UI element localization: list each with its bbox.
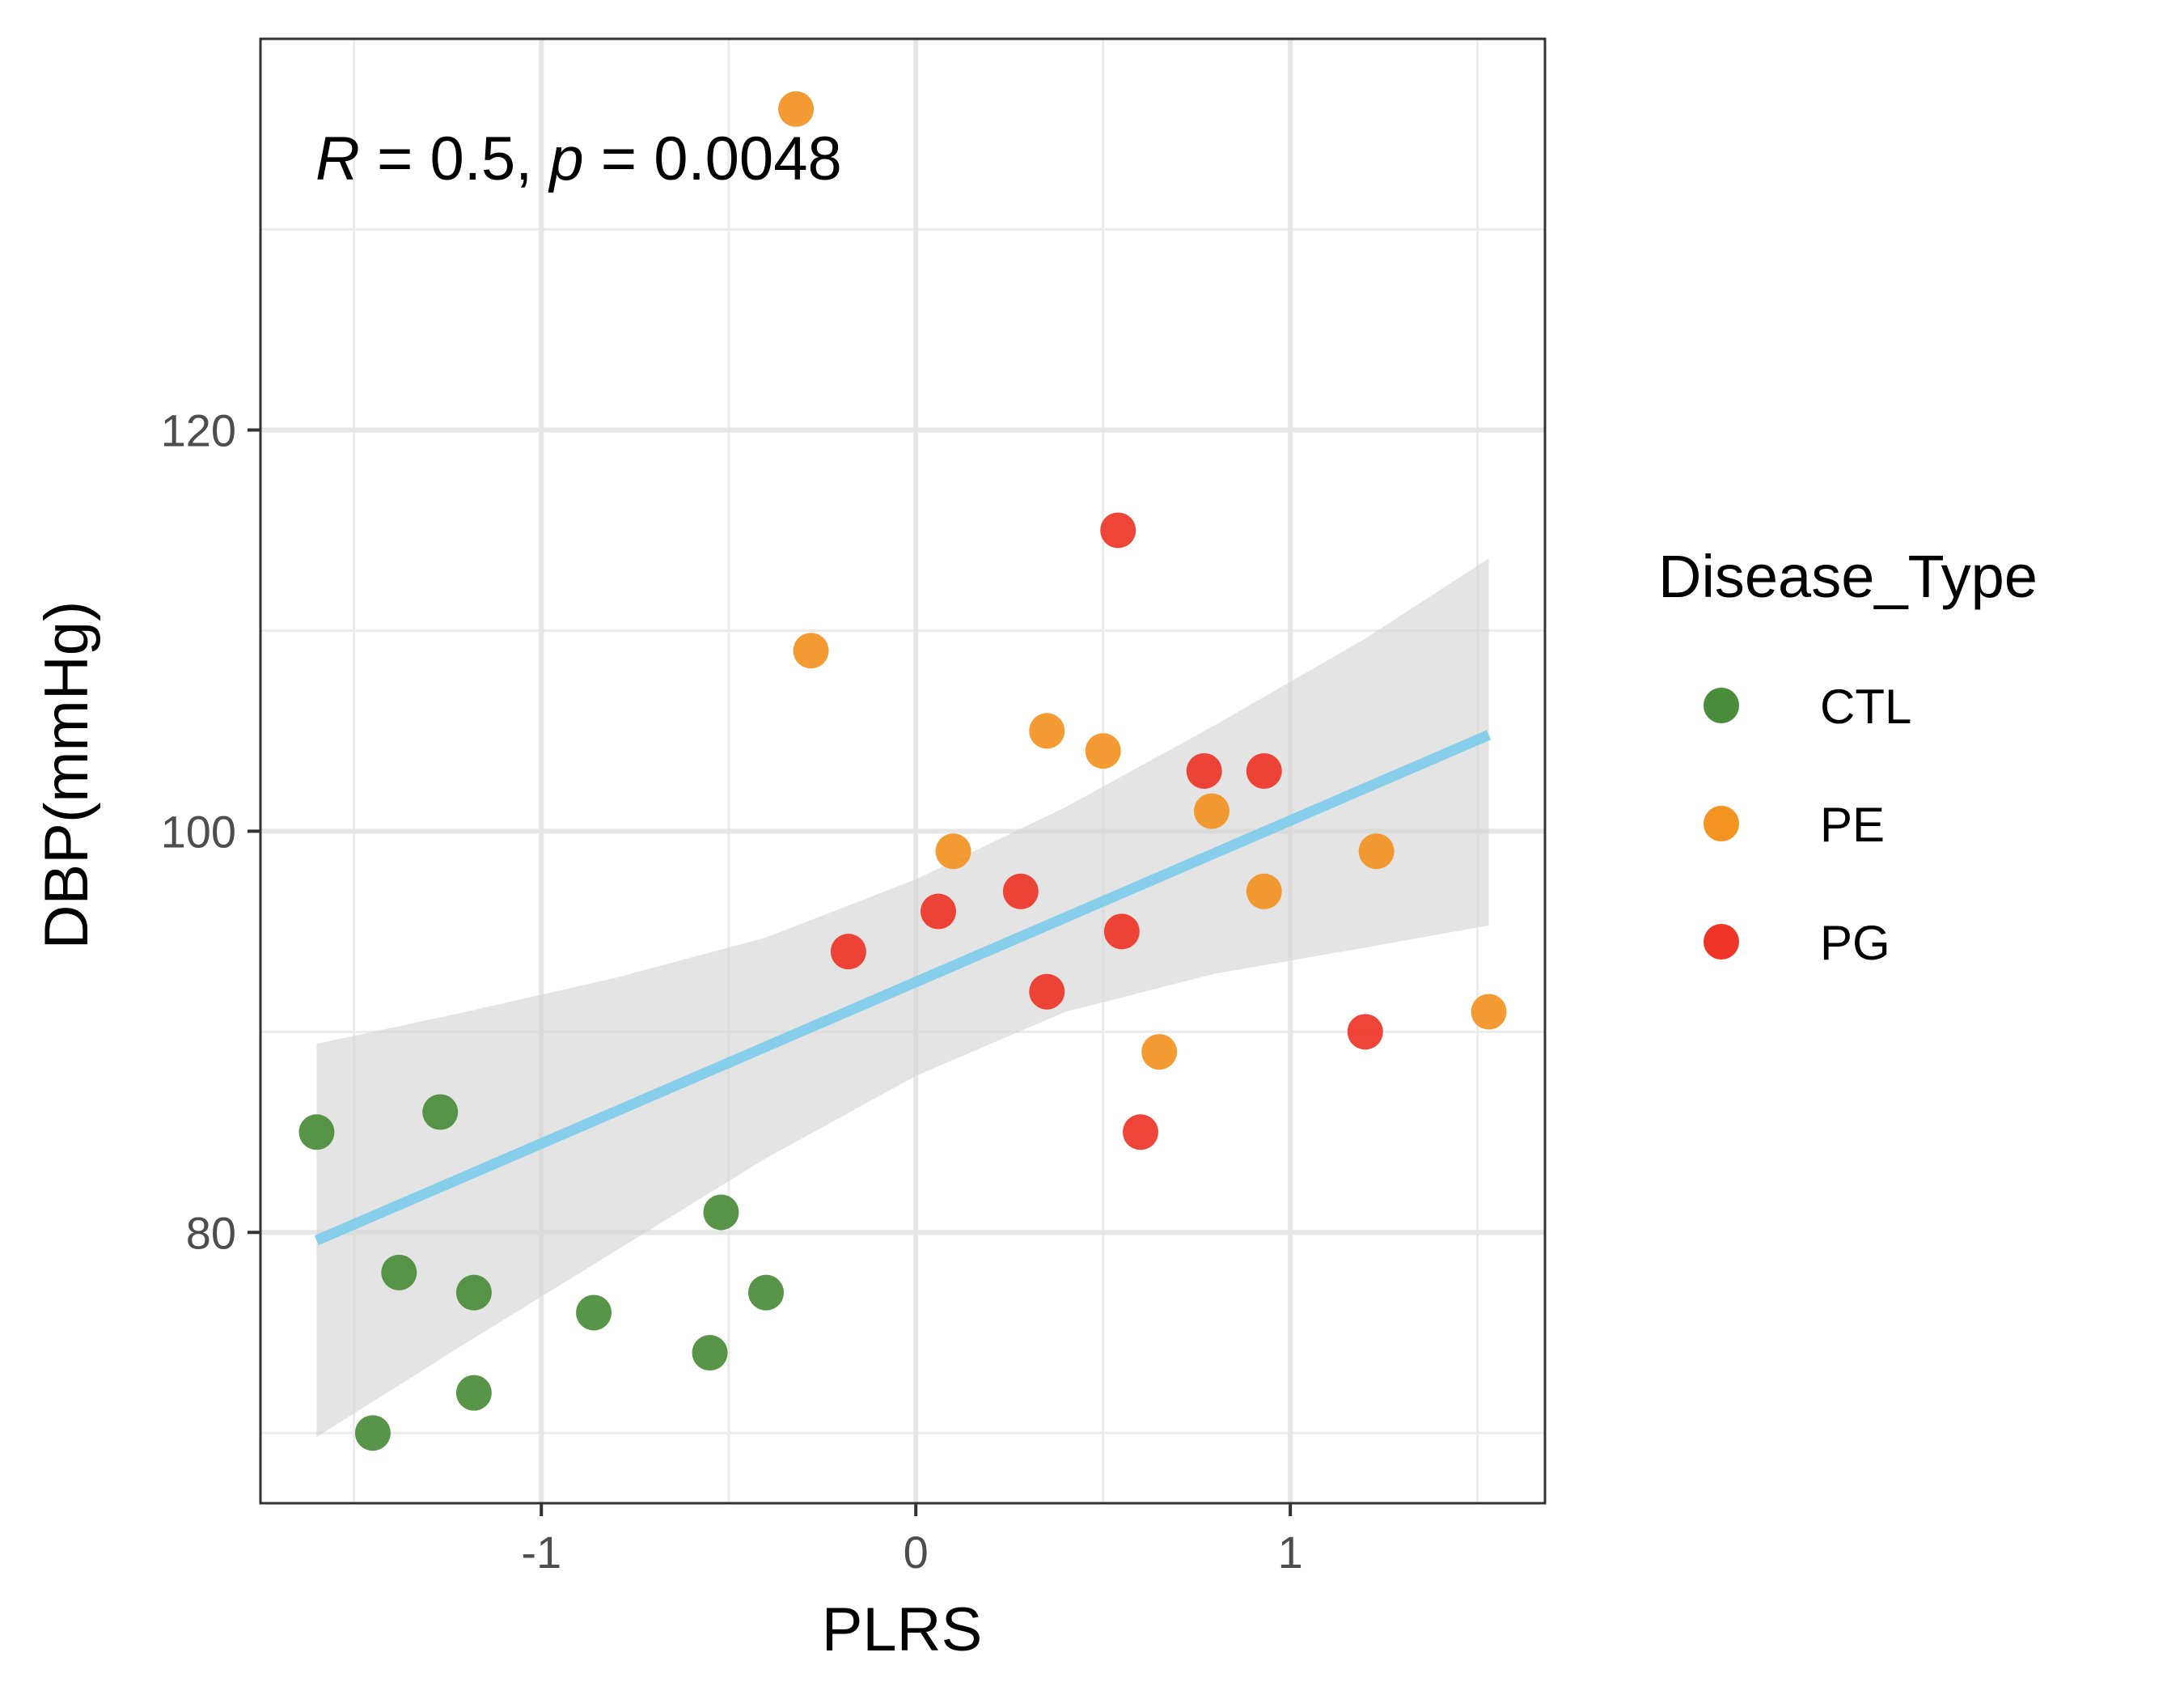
legend-key-pe: [1704, 806, 1739, 841]
data-point-pe: [1141, 1034, 1178, 1070]
data-point-pg: [1029, 973, 1065, 1010]
data-point-pg: [1246, 753, 1282, 789]
data-point-pg: [830, 934, 866, 970]
data-point-ctl: [381, 1254, 417, 1290]
x-tick-label: -1: [521, 1527, 561, 1578]
legend-label-pe: PE: [1820, 798, 1885, 852]
y-axis-title: DBP(mmHg): [32, 601, 101, 950]
data-points: [298, 91, 1507, 1451]
data-point-ctl: [455, 1274, 492, 1311]
data-point-pe: [1471, 994, 1507, 1030]
data-point-ctl: [748, 1274, 785, 1311]
legend: Disease_Type CTL PE PG: [1658, 543, 2038, 970]
data-point-pg: [920, 893, 956, 930]
regression-line: [314, 730, 1492, 1246]
data-point-pg: [1186, 753, 1222, 789]
x-axis-title: PLRS: [822, 1595, 983, 1664]
data-point-pg: [1347, 1014, 1383, 1050]
y-tick-label: 120: [161, 405, 236, 455]
legend-entries: CTL PE PG: [1704, 680, 1911, 970]
y-tick-label: 80: [186, 1207, 236, 1258]
data-point-pg: [1122, 1114, 1158, 1150]
data-point-ctl: [455, 1375, 492, 1411]
r-label: R: [315, 125, 360, 193]
data-point-ctl: [703, 1194, 739, 1231]
x-tick-label: 1: [1278, 1527, 1303, 1578]
axis-ticks: -1 0 1 80 100 120: [161, 405, 1303, 1578]
legend-label-pg: PG: [1820, 916, 1890, 970]
data-point-ctl: [692, 1335, 728, 1371]
data-point-pg: [1103, 913, 1140, 950]
data-point-pg: [1002, 873, 1039, 909]
data-point-ctl: [422, 1094, 459, 1130]
data-point-pe: [1193, 793, 1230, 829]
data-point-pg: [1100, 512, 1136, 549]
data-point-pe: [1085, 733, 1121, 769]
data-point-pe: [1246, 873, 1282, 909]
r-value: = 0.5,: [360, 125, 550, 193]
data-point-pe: [935, 833, 971, 870]
y-tick-label: 100: [161, 806, 236, 857]
data-point-pe: [778, 91, 815, 127]
correlation-annotation: R = 0.5, p = 0.0048: [315, 125, 842, 193]
legend-title: Disease_Type: [1658, 543, 2038, 610]
data-point-pe: [793, 633, 829, 669]
data-point-pe: [1029, 713, 1065, 749]
legend-key-ctl: [1704, 688, 1739, 723]
data-point-ctl: [298, 1114, 335, 1150]
data-point-ctl: [354, 1415, 391, 1451]
x-tick-label: 0: [904, 1527, 929, 1578]
data-point-ctl: [576, 1294, 612, 1331]
legend-label-ctl: CTL: [1820, 680, 1911, 734]
plot-panel-border: [259, 37, 1547, 1505]
legend-key-pg: [1704, 924, 1739, 960]
data-point-pe: [1358, 833, 1395, 870]
p-value: = 0.0048: [584, 125, 842, 193]
p-label: p: [548, 125, 583, 193]
